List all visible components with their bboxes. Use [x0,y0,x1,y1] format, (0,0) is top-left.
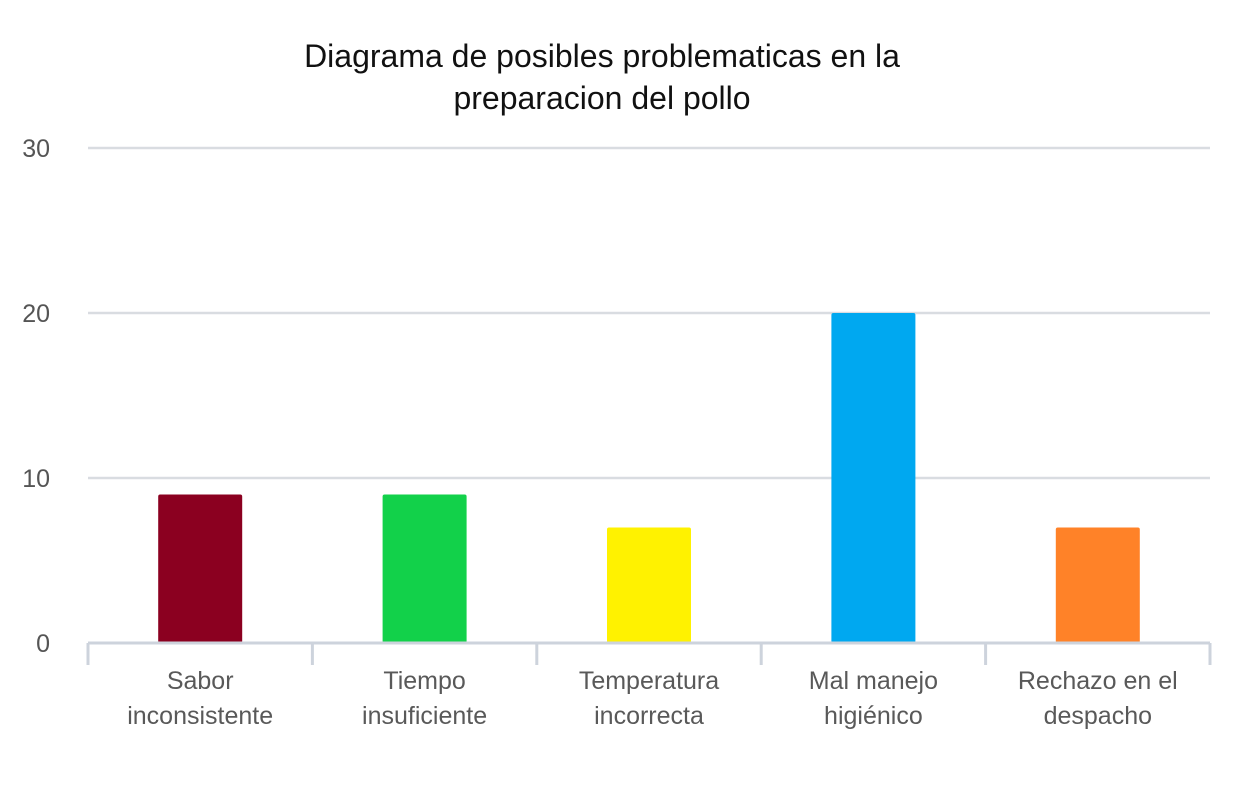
y-axis-ticks: 0 10 20 30 [22,135,50,658]
bar [607,528,691,644]
x-axis-labels: Sabor inconsistente Tiempo insuficiente Temp… [127,667,1177,730]
bar [1056,528,1140,644]
x-category-label: Mal manejo [809,667,938,695]
y-tick-label: 20 [22,300,50,328]
y-tick-label: 30 [22,135,50,163]
x-category-label: incorrecta [594,702,704,730]
x-category-label: inconsistente [127,702,273,730]
y-tick-label: 10 [22,465,50,493]
bar [831,313,915,643]
x-category-label: despacho [1044,702,1152,730]
chart-title-line-1: Diagrama de posibles problematicas en la [304,38,900,74]
y-tick-label: 0 [36,630,50,658]
x-category-label: Rechazo en el [1018,667,1178,695]
x-category-label: Tiempo [383,667,465,695]
x-category-label: higiénico [824,702,923,730]
gridlines [88,148,1210,478]
chart-title-line-2: preparacion del pollo [453,80,750,116]
bar [158,495,242,644]
x-category-label: Sabor [167,667,234,695]
bar [383,495,467,644]
x-category-label: insuficiente [362,702,487,730]
x-category-label: Temperatura [579,667,719,695]
chart-title: Diagrama de posibles problematicas en la… [304,38,900,116]
x-axis [88,643,1210,665]
